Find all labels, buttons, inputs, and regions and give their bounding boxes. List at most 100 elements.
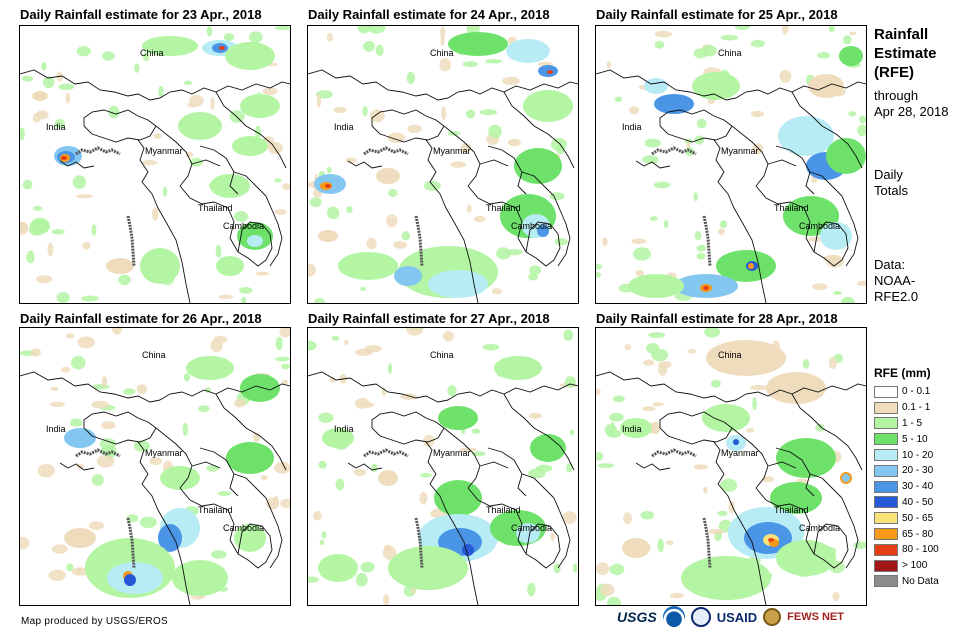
map-credit: Map produced by USGS/EROS <box>21 616 169 627</box>
legend-swatch <box>874 480 898 493</box>
legend-label: 1 - 5 <box>902 417 923 429</box>
map-label-myanmar: Myanmar <box>145 448 183 458</box>
map-label-myanmar: Myanmar <box>721 146 759 156</box>
country-borders <box>596 371 866 605</box>
rainfall-map-24-apr: China India Myanmar Thailand Cambodia <box>307 25 579 304</box>
rainfall-map-27-apr: China India Myanmar Thailand Cambodia <box>307 327 579 606</box>
map-label-myanmar: Myanmar <box>145 146 183 156</box>
rainfall-pattern <box>308 26 573 303</box>
panel-title-28-apr: Daily Rainfall estimate for 28 Apr., 201… <box>596 311 838 326</box>
data-source-text: Data: NOAA- RFE2.0 <box>874 257 919 304</box>
panel-title-26-apr: Daily Rainfall estimate for 26 Apr., 201… <box>20 311 262 326</box>
rfe-legend: RFE (mm) 0 - 0.1 0.1 - 1 1 - 5 5 - 10 10 - 2… <box>874 366 939 589</box>
map-label-china: China <box>430 350 454 360</box>
rainfall-map-23-apr: China India Myanmar Thailand Cambodia <box>19 25 291 304</box>
legend-item: No Data <box>874 574 939 590</box>
map-label-india: India <box>622 424 642 434</box>
daily-totals-text: Daily Totals <box>874 167 908 198</box>
panel-title-24-apr: Daily Rainfall estimate for 24 Apr., 201… <box>308 7 550 22</box>
rainfall-map-26-apr: China India Myanmar Thailand Cambodia <box>19 327 291 606</box>
legend-title: RFE (mm) <box>874 366 931 380</box>
rainfall-pattern <box>20 328 290 600</box>
map-label-cambodia: Cambodia <box>223 523 264 533</box>
legend-item: > 100 <box>874 558 939 574</box>
legend-swatch <box>874 575 898 588</box>
legend-item: 80 - 100 <box>874 542 939 558</box>
legend-swatch <box>874 433 898 446</box>
legend-item: 1 - 5 <box>874 416 939 432</box>
map-label-china: China <box>142 350 166 360</box>
legend-label: 10 - 20 <box>902 449 934 461</box>
legend-item: 10 - 20 <box>874 447 939 463</box>
legend-item: 65 - 80 <box>874 526 939 542</box>
country-borders <box>596 69 866 303</box>
legend-label: 80 - 100 <box>902 544 939 556</box>
legend-swatch <box>874 449 898 462</box>
map-canvas: China India Myanmar Thailand Cambodia <box>308 328 578 605</box>
agency-logos: USGS USAID FEWS NET <box>617 606 844 628</box>
map-label-thailand: Thailand <box>774 203 809 213</box>
map-label-china: China <box>430 48 454 58</box>
map-canvas: China India Myanmar Thailand Cambodia <box>20 26 290 303</box>
map-label-thailand: Thailand <box>774 505 809 515</box>
country-borders <box>20 371 290 605</box>
legend-item: 5 - 10 <box>874 431 939 447</box>
legend-swatch <box>874 464 898 477</box>
usaid-logo: USAID <box>716 609 758 625</box>
map-label-cambodia: Cambodia <box>511 221 552 231</box>
map-canvas: China India Myanmar Thailand Cambodia <box>308 26 578 303</box>
map-label-india: India <box>46 424 66 434</box>
legend-swatch <box>874 512 898 525</box>
legend-swatch <box>874 559 898 572</box>
map-label-cambodia: Cambodia <box>511 523 552 533</box>
map-canvas: China India Myanmar Thailand Cambodia <box>20 328 290 605</box>
map-canvas: China India Myanmar Thailand Cambodia <box>596 26 866 303</box>
map-label-cambodia: Cambodia <box>799 523 840 533</box>
legend-label: 5 - 10 <box>902 433 928 445</box>
fews-net-logo: FEWS NET <box>787 611 844 623</box>
legend-label: 0 - 0.1 <box>902 386 931 398</box>
rainfall-pattern <box>308 328 578 605</box>
map-label-thailand: Thailand <box>198 203 233 213</box>
legend-swatch <box>874 543 898 556</box>
usaid-seal-icon <box>690 607 711 627</box>
map-label-china: China <box>718 350 742 360</box>
legend-label: 65 - 80 <box>902 528 934 540</box>
map-label-myanmar: Myanmar <box>721 448 759 458</box>
fews-net-seal-icon <box>763 608 782 626</box>
rainfall-pattern <box>20 26 290 303</box>
map-label-china: China <box>140 48 164 58</box>
rainfall-map-25-apr: China India Myanmar Thailand Cambodia <box>595 25 867 304</box>
panel-title-23-apr: Daily Rainfall estimate for 23 Apr., 201… <box>20 7 262 22</box>
country-borders <box>20 69 290 303</box>
legend-label: 0.1 - 1 <box>902 402 931 414</box>
map-label-china: China <box>718 48 742 58</box>
legend-item: 0.1 - 1 <box>874 400 939 416</box>
rainfall-map-28-apr: China India Myanmar Thailand Cambodia <box>595 327 867 606</box>
legend-label: 50 - 65 <box>902 512 934 524</box>
map-label-thailand: Thailand <box>198 505 233 515</box>
legend-swatch <box>874 528 898 541</box>
map-label-myanmar: Myanmar <box>433 146 471 156</box>
legend-item: 40 - 50 <box>874 495 939 511</box>
legend-label: 20 - 30 <box>902 465 934 477</box>
legend-label: 40 - 50 <box>902 496 934 508</box>
panel-title-27-apr: Daily Rainfall estimate for 27 Apr., 201… <box>308 311 550 326</box>
through-date-text: through Apr 28, 2018 <box>874 88 949 119</box>
map-label-india: India <box>334 122 354 132</box>
map-canvas: China India Myanmar Thailand Cambodia <box>596 328 866 605</box>
noaa-logo-icon <box>662 606 685 628</box>
map-label-thailand: Thailand <box>486 505 521 515</box>
country-borders <box>308 69 578 303</box>
rainfall-pattern <box>596 328 866 605</box>
map-label-cambodia: Cambodia <box>799 221 840 231</box>
map-label-myanmar: Myanmar <box>433 448 471 458</box>
rainfall-pattern <box>596 26 866 303</box>
legend-item: 50 - 65 <box>874 510 939 526</box>
usgs-logo: USGS <box>617 609 657 625</box>
map-label-cambodia: Cambodia <box>223 221 264 231</box>
legend-item: 30 - 40 <box>874 479 939 495</box>
country-borders <box>308 371 578 605</box>
legend-label: > 100 <box>902 560 928 572</box>
legend-label: No Data <box>902 575 939 587</box>
